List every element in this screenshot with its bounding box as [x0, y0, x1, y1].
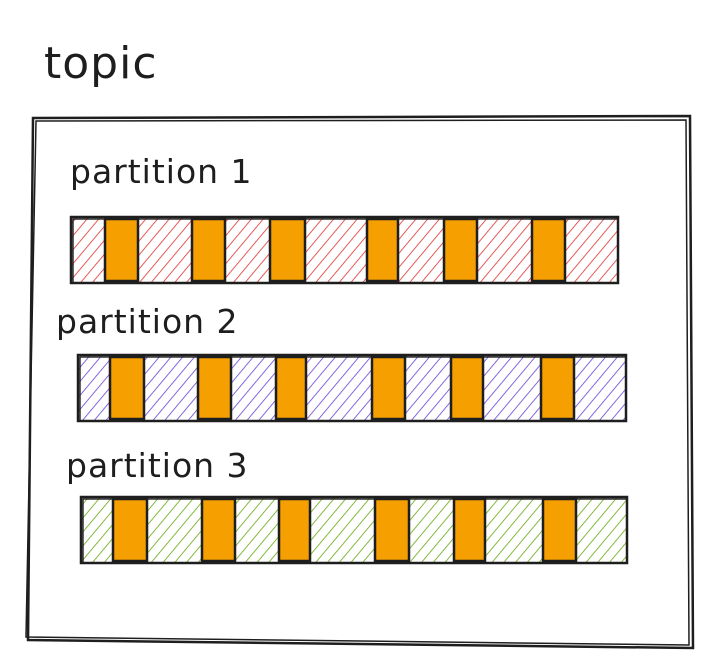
partition-2-log [76, 353, 628, 423]
partition-1-message [365, 217, 400, 283]
partition-3-message [541, 497, 578, 563]
partition-1-message [442, 217, 479, 283]
topic-box [25, 114, 695, 650]
partition-3-label: partition 3 [66, 446, 249, 485]
partition-2-hatch [78, 355, 626, 421]
partition-2-message [370, 355, 407, 421]
partition-3-message [111, 497, 149, 563]
partition-2-message [274, 355, 308, 421]
partition-1-hatch [71, 217, 618, 283]
partition-3-message [200, 497, 237, 563]
partition-3-outline [82, 498, 628, 564]
partition-2-message [539, 355, 576, 421]
partition-2-message [196, 355, 233, 421]
partition-3-message [452, 497, 487, 563]
partition-1-log [69, 215, 620, 285]
partition-2-message [108, 355, 146, 421]
partition-1-message [268, 217, 307, 283]
partition-2-label: partition 2 [56, 302, 239, 341]
partition-3-message [277, 497, 312, 563]
partition-2-outline [79, 356, 627, 422]
partition-1-message [190, 217, 227, 283]
partition-1-message [103, 217, 140, 283]
partition-1-message [530, 217, 567, 283]
partition-2-message [449, 355, 485, 421]
topic-title: topic [44, 38, 158, 89]
partition-1-outline [72, 218, 619, 284]
partition-3-log [79, 495, 629, 565]
partition-1-label: partition 1 [70, 152, 253, 191]
partition-3-message [373, 497, 411, 563]
partition-3-hatch [81, 497, 627, 563]
